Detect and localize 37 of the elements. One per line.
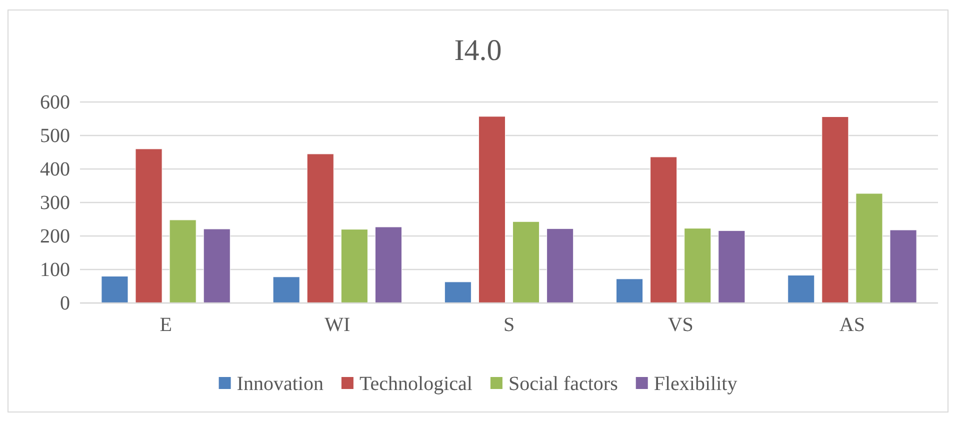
bar	[650, 156, 678, 304]
y-tick-label: 300	[40, 192, 70, 214]
bar	[512, 221, 540, 304]
bar	[890, 230, 917, 304]
y-tick-label: 500	[40, 124, 70, 147]
y-tick-label: 600	[40, 91, 70, 114]
bar	[822, 116, 849, 304]
x-tick-label: WI	[324, 314, 350, 336]
y-tick-label: 0	[60, 292, 70, 314]
bar	[546, 228, 574, 304]
x-tick-label: AS	[839, 314, 865, 336]
bar	[340, 229, 368, 304]
legend-label: Flexibility	[654, 373, 738, 395]
legend-label: Technological	[359, 373, 473, 395]
bar	[718, 230, 746, 304]
y-tick-label: 200	[40, 225, 70, 248]
legend-label: Innovation	[236, 373, 324, 395]
bar	[101, 276, 128, 304]
bar	[203, 228, 230, 304]
bar	[169, 220, 196, 304]
x-tick-label: VS	[668, 314, 694, 336]
chart-title: I4.0	[454, 34, 502, 67]
bar	[135, 148, 162, 304]
x-tick-label: E	[160, 314, 172, 336]
bar	[306, 154, 334, 304]
bar	[478, 116, 506, 304]
bar	[788, 274, 815, 304]
y-tick-label: 400	[40, 158, 70, 180]
bar	[616, 278, 644, 304]
bar	[272, 276, 300, 304]
y-tick-label: 100	[40, 258, 70, 281]
legend-label: Social factors	[508, 373, 618, 395]
bar	[684, 228, 712, 304]
bar	[856, 193, 883, 304]
bar	[374, 226, 402, 304]
bar	[444, 282, 472, 304]
x-tick-label: S	[503, 314, 515, 336]
